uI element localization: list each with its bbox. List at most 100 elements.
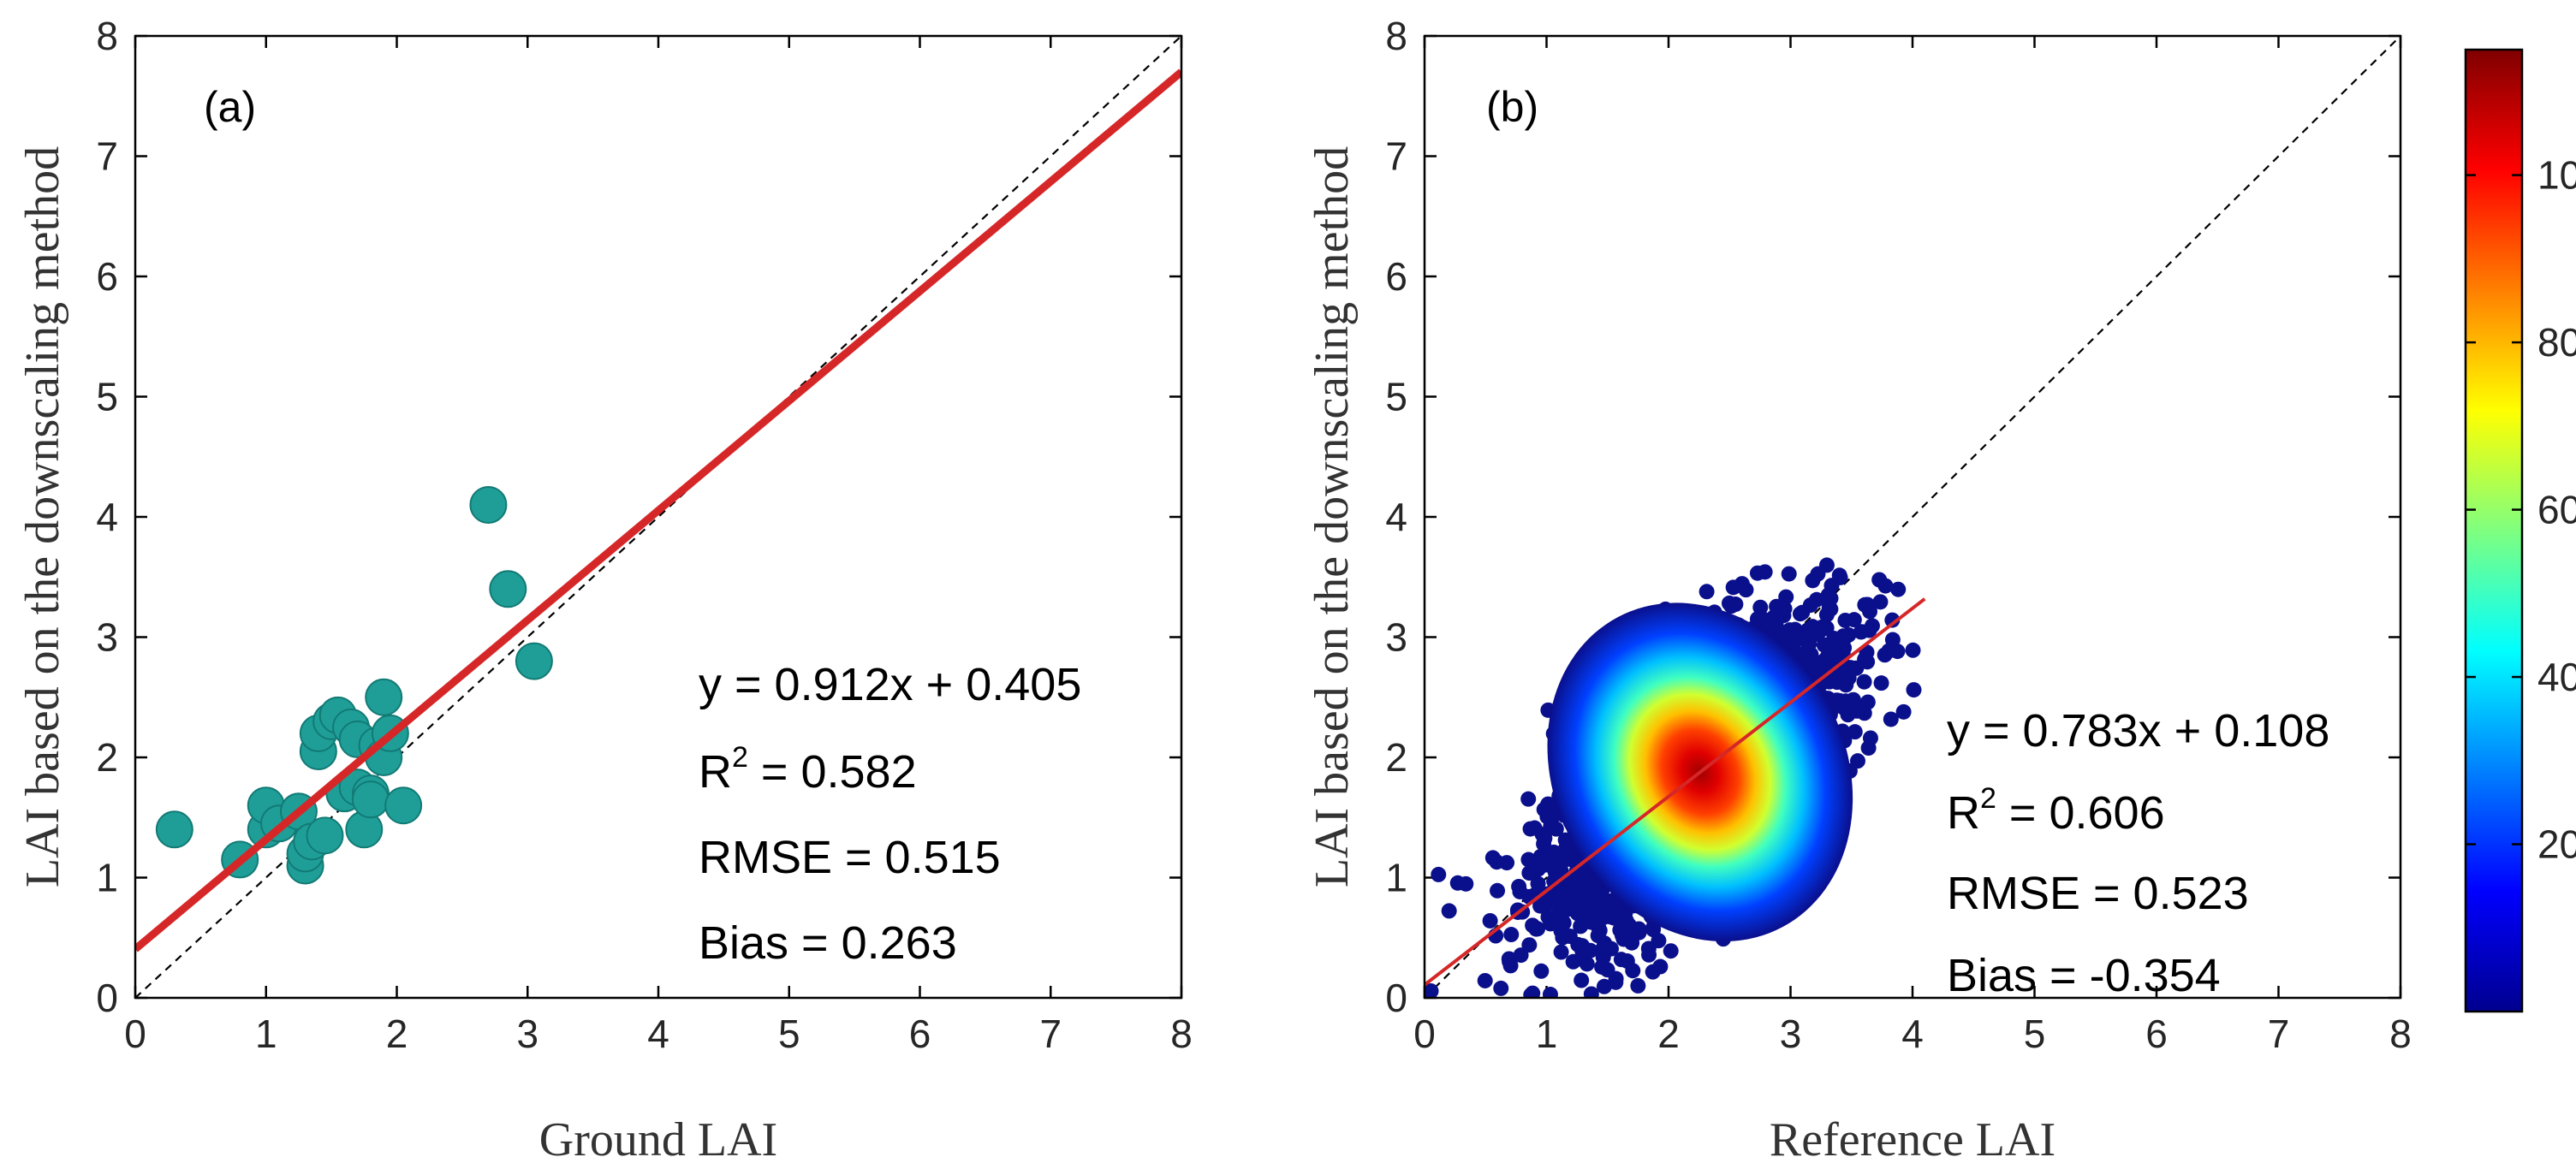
- data-point: [1837, 612, 1853, 628]
- y-tick-label: 0: [1385, 976, 1407, 1020]
- data-point: [1895, 703, 1912, 720]
- data-point: [1534, 827, 1550, 843]
- data-point: [365, 678, 403, 716]
- data-point: [1889, 644, 1906, 660]
- x-tick-label: 5: [2024, 1012, 2046, 1056]
- data-point: [1532, 848, 1549, 864]
- data-point: [1835, 628, 1852, 644]
- data-point: [1663, 943, 1679, 959]
- data-point: [1856, 674, 1872, 690]
- data-point: [1723, 598, 1740, 614]
- data-point: [1541, 809, 1557, 825]
- data-point: [1503, 927, 1520, 943]
- x-tick-label: 6: [909, 1012, 931, 1056]
- y-axis-title: LAI based on the downscaling method: [1306, 146, 1359, 887]
- x-axis-title: Reference LAI: [1770, 1113, 2055, 1166]
- data-point: [1591, 923, 1608, 939]
- data-point: [1698, 584, 1715, 600]
- data-point: [1553, 944, 1569, 960]
- data-point: [155, 810, 193, 849]
- y-tick-label: 7: [1385, 134, 1407, 179]
- x-tick-label: 3: [1780, 1012, 1802, 1056]
- y-tick-label: 2: [1385, 735, 1407, 780]
- data-point: [1523, 987, 1539, 998]
- panel-a: 0 1 2 3 4 5 6 7 8 0 1 2 3 4 5 6 7 8 (a) y = 0.912x + 0.40…: [16, 14, 1193, 1166]
- data-point: [1872, 594, 1889, 610]
- data-point: [1441, 903, 1457, 919]
- data-point: [1574, 972, 1590, 988]
- x-tick-label: 3: [516, 1012, 538, 1056]
- y-tick-label: 5: [1385, 375, 1407, 419]
- data-point: [1502, 953, 1518, 970]
- data-point: [1615, 931, 1632, 947]
- data-point: [1520, 852, 1537, 868]
- data-point: [1823, 601, 1839, 617]
- data-point: [1546, 873, 1562, 889]
- data-point: [1493, 980, 1509, 996]
- data-point: [1794, 604, 1811, 620]
- data-point: [1489, 854, 1505, 870]
- data-point: [1542, 987, 1558, 998]
- x-tick-label: 0: [1413, 1012, 1436, 1056]
- data-point: [1603, 895, 1619, 911]
- x-tick-label: 1: [255, 1012, 277, 1056]
- rmse: RMSE = 0.515: [699, 832, 1001, 883]
- colorbar-tick-label: 800: [2537, 320, 2576, 365]
- y-axis-title: LAI based on the downscaling method: [16, 146, 69, 887]
- data-point: [1842, 660, 1859, 676]
- data-point: [1776, 601, 1793, 617]
- regression-equation: y = 0.783x + 0.108: [1947, 705, 2329, 757]
- data-point: [1625, 963, 1641, 979]
- y-tick-label: 0: [96, 976, 118, 1020]
- x-tick-label: 4: [647, 1012, 669, 1056]
- data-point: [1520, 791, 1537, 807]
- data-point: [1431, 866, 1447, 882]
- y-tick-label: 5: [96, 375, 118, 419]
- data-point: [1905, 642, 1921, 658]
- colorbar-tick-label: 1000: [2537, 153, 2576, 198]
- bias: Bias = -0.354: [1947, 950, 2221, 1001]
- data-point: [1641, 946, 1657, 963]
- x-tick-label: 7: [1039, 1012, 1062, 1056]
- data-point: [1877, 578, 1894, 594]
- data-point: [1555, 929, 1571, 946]
- data-point: [1831, 567, 1847, 584]
- data-point: [1631, 921, 1647, 937]
- data-point: [1849, 753, 1865, 769]
- data-point: [1778, 589, 1794, 605]
- regression-line: [135, 68, 1181, 952]
- data-point: [306, 816, 344, 855]
- data-point: [1582, 942, 1598, 958]
- data-point: [1862, 730, 1878, 746]
- y-tick-label: 3: [1385, 615, 1407, 660]
- data-point: [1873, 675, 1889, 691]
- data-point: [515, 642, 553, 680]
- regression-equation: y = 0.912x + 0.405: [699, 659, 1081, 710]
- data-point: [1890, 581, 1907, 597]
- identity-line: [1425, 36, 2400, 998]
- data-point: [1569, 887, 1585, 903]
- data-point: [1906, 682, 1922, 698]
- data-point: [1848, 703, 1865, 719]
- x-tick-label: 1: [1536, 1012, 1558, 1056]
- data-point: [1835, 671, 1852, 687]
- data-point: [1482, 912, 1498, 929]
- plot-frame: [1423, 34, 2402, 1000]
- y-tick-label: 1: [96, 856, 118, 900]
- data-point: [1425, 983, 1439, 998]
- y-tick-label: 4: [1385, 495, 1407, 539]
- x-tick-label: 2: [386, 1012, 408, 1056]
- y-tick-label: 4: [96, 495, 118, 539]
- data-point: [1565, 899, 1581, 915]
- data-point: [384, 786, 423, 825]
- data-point: [1590, 896, 1606, 912]
- x-tick-label: 2: [1657, 1012, 1680, 1056]
- data-point: [1652, 958, 1669, 975]
- data-point: [1477, 972, 1493, 988]
- data-point: [1877, 647, 1893, 663]
- data-point: [1630, 977, 1646, 994]
- x-tick-label: 8: [1170, 1012, 1193, 1056]
- data-point: [1599, 962, 1615, 978]
- data-point: [1853, 624, 1870, 640]
